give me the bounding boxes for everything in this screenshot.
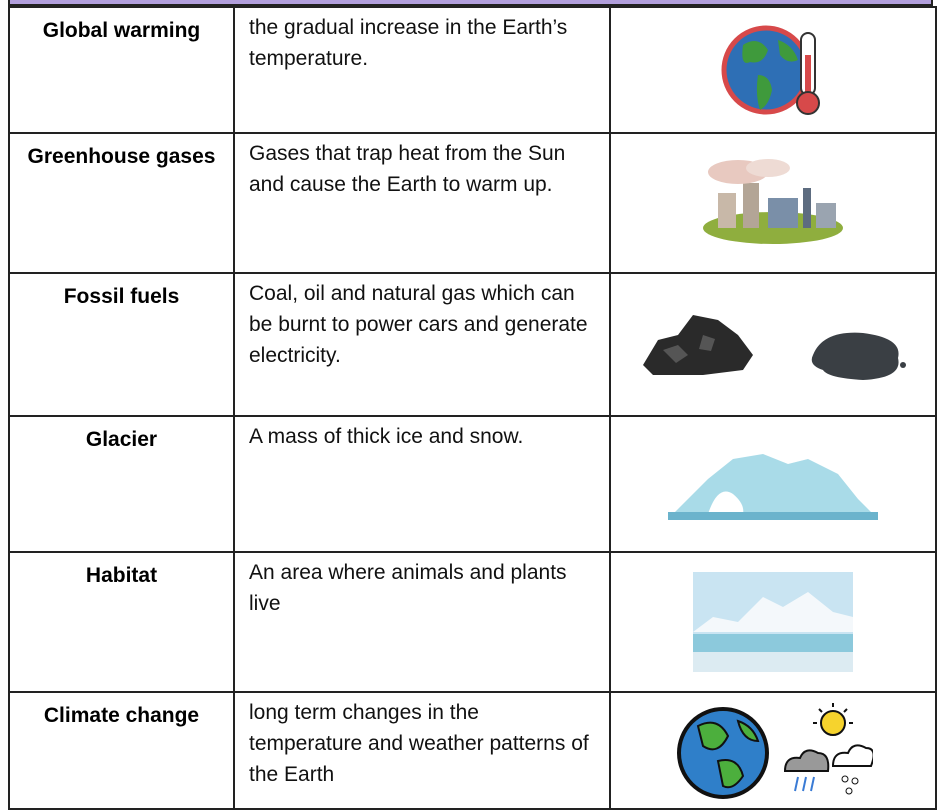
illustration <box>698 158 848 248</box>
definition-cell: Coal, oil and natural gas which can be b… <box>234 273 610 416</box>
definition-cell: the gradual increase in the Earth’s temp… <box>234 7 610 133</box>
illustration <box>668 444 878 524</box>
term-cell: Global warming <box>9 7 234 133</box>
picture-cell <box>610 552 936 692</box>
term-cell: Fossil fuels <box>9 273 234 416</box>
page: Global warmingthe gradual increase in th… <box>0 0 944 809</box>
definition-cell: A mass of thick ice and snow. <box>234 416 610 552</box>
picture-cell <box>610 7 936 133</box>
term-cell: Habitat <box>9 552 234 692</box>
term-cell: Glacier <box>9 416 234 552</box>
illustration <box>693 572 853 672</box>
illustration <box>718 15 828 125</box>
illustration <box>673 701 873 801</box>
picture-cell <box>610 133 936 273</box>
picture-cell <box>610 273 936 416</box>
definition-cell: Gases that trap heat from the Sun and ca… <box>234 133 610 273</box>
illustration <box>633 305 913 385</box>
term-cell: Greenhouse gases <box>9 133 234 273</box>
term-cell: Climate change <box>9 692 234 809</box>
definition-cell: long term changes in the temperature and… <box>234 692 610 809</box>
definition-cell: An area where animals and plants live <box>234 552 610 692</box>
picture-cell <box>610 416 936 552</box>
picture-cell <box>610 692 936 809</box>
